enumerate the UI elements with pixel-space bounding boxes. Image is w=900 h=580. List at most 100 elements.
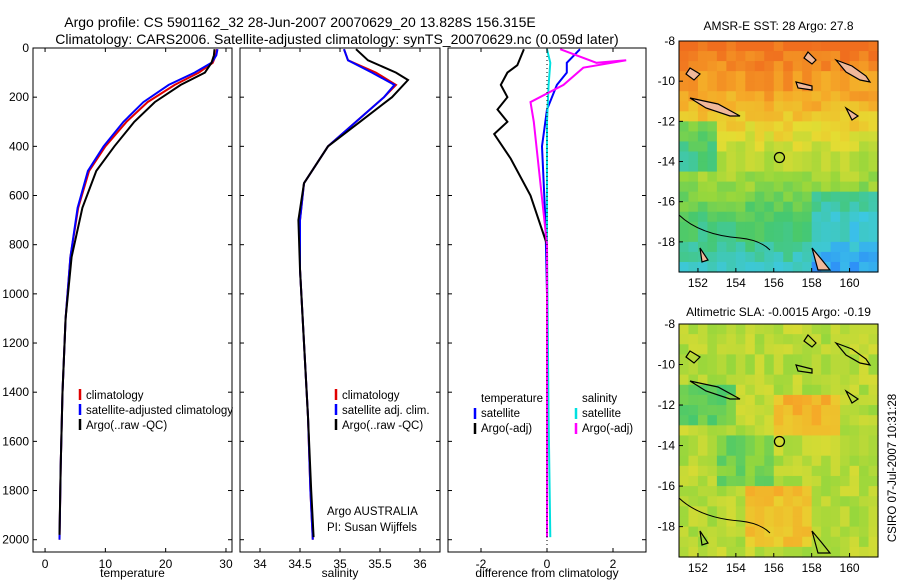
map-cell	[821, 251, 832, 263]
map-cell	[821, 425, 832, 437]
map-cell	[849, 181, 860, 193]
map-cell	[716, 516, 727, 528]
y-tick-label: 1200	[2, 336, 29, 350]
map-cell	[868, 445, 879, 457]
x-tick-label: 34	[253, 557, 267, 571]
map-cell	[868, 384, 879, 396]
map-cell	[735, 131, 746, 143]
map-cell	[830, 425, 841, 437]
map-cell	[859, 364, 870, 376]
map-cell	[707, 455, 718, 467]
x-tick-label: 156	[764, 276, 784, 290]
map-cell	[697, 546, 709, 558]
map-cell	[716, 241, 727, 253]
map-cell	[868, 171, 879, 183]
map-cell	[821, 536, 832, 548]
map-cell	[764, 486, 775, 497]
map-cell	[726, 61, 737, 72]
map-cell	[802, 475, 813, 487]
map-cell	[840, 111, 851, 122]
map-cell	[773, 344, 784, 355]
map-cell	[726, 91, 737, 102]
map-cell	[849, 151, 860, 163]
map-cell	[802, 111, 813, 122]
map-cell	[745, 101, 756, 112]
map-cell	[783, 81, 794, 92]
map-cell	[688, 251, 699, 263]
map-cell	[830, 475, 841, 487]
map-cell	[830, 161, 841, 173]
map-cell	[754, 261, 765, 273]
map-cell	[679, 241, 690, 253]
map-cell	[868, 121, 879, 132]
x-tick-label: 2	[610, 557, 617, 571]
map-cell	[802, 354, 813, 366]
map-cell	[726, 201, 737, 213]
map-cell	[726, 181, 737, 193]
map-cell	[773, 181, 784, 193]
map-cell	[764, 374, 775, 386]
map-cell	[783, 546, 794, 558]
map-cell	[679, 546, 690, 558]
y-tick-label: 0	[22, 41, 29, 55]
map-cell	[745, 425, 756, 437]
series-line-satellite-adj-clim-	[299, 48, 396, 540]
map-cell	[868, 364, 879, 376]
map-cell	[697, 374, 709, 386]
map-cell	[745, 435, 756, 447]
map-cell	[735, 465, 746, 477]
map-cell	[697, 506, 709, 518]
map-cell	[830, 121, 841, 132]
map-cell	[868, 91, 879, 102]
map-cell	[697, 131, 709, 143]
map-cell	[783, 181, 794, 193]
map-cell	[745, 171, 756, 183]
map-cell	[783, 344, 794, 355]
map-cell	[764, 425, 775, 437]
map-cell	[764, 151, 775, 163]
map-cell	[859, 101, 870, 112]
map-cell	[697, 221, 709, 233]
map-cell	[688, 516, 699, 528]
map-cell	[688, 131, 699, 143]
map-cell	[697, 516, 709, 528]
map-cell	[764, 61, 775, 72]
map-cell	[707, 121, 718, 132]
map-cell	[792, 506, 803, 518]
map-cell	[707, 131, 718, 143]
map-cell	[821, 111, 832, 122]
map-cell	[821, 435, 832, 447]
plot-frame	[239, 47, 441, 553]
map-cell	[792, 384, 803, 396]
map-cell	[868, 251, 879, 263]
map-cell	[821, 496, 832, 507]
map-cell	[716, 191, 727, 203]
map-cell	[802, 526, 813, 538]
map-cell	[792, 516, 803, 528]
map-cell	[679, 465, 690, 477]
map-cell	[726, 465, 737, 477]
map-cell	[726, 191, 737, 203]
map-cell	[688, 536, 699, 548]
map-cell	[697, 51, 709, 62]
map-cell	[716, 41, 727, 52]
map-cell	[707, 435, 718, 447]
map-cell	[859, 231, 870, 243]
map-cell	[726, 261, 737, 273]
map-cell	[697, 344, 709, 355]
map-cell	[792, 526, 803, 538]
map-cell	[802, 394, 813, 406]
map-cell	[745, 486, 756, 497]
map-cell	[792, 475, 803, 487]
map-cell	[821, 191, 832, 203]
map-cell	[697, 364, 709, 376]
map-cell	[735, 344, 746, 355]
map-cell	[802, 344, 813, 355]
map-cell	[821, 516, 832, 528]
map-cell	[811, 324, 822, 335]
map-cell	[735, 405, 746, 416]
map-cell	[754, 171, 765, 183]
map-cell	[859, 91, 870, 102]
temperature-panel: 0 10 20 30 temperature 0 200 400 600 800 1000 1200 1…	[2, 41, 233, 580]
